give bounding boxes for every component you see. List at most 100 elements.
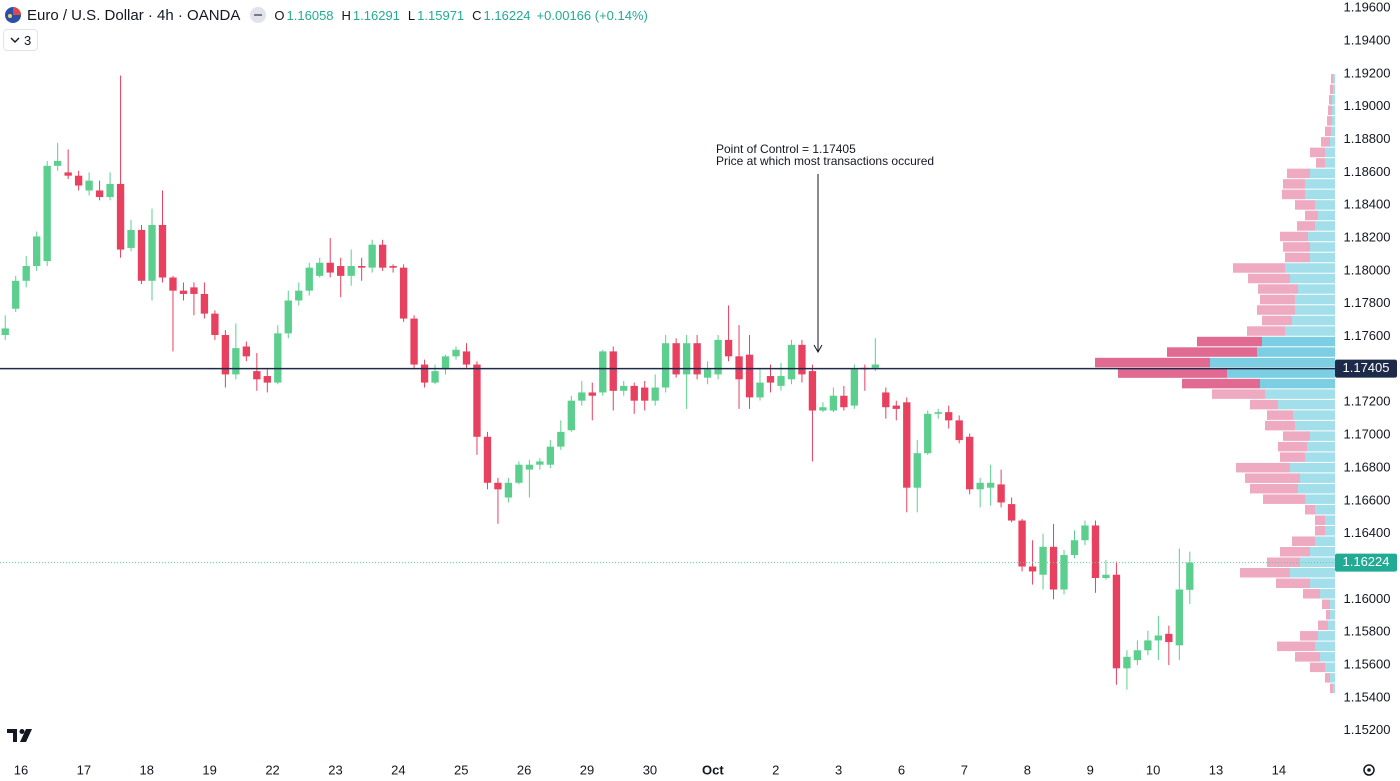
symbol-icon [5, 7, 21, 23]
candle-body [1060, 555, 1068, 590]
y-tick-label: 1.17600 [1344, 328, 1391, 343]
candle-body [1, 328, 9, 335]
y-tick-label: 1.15600 [1344, 656, 1391, 671]
profile-down-bar [1260, 294, 1295, 305]
y-tick-label: 1.18200 [1344, 230, 1391, 245]
profile-up-bar [1298, 483, 1335, 494]
candle-body [798, 344, 806, 375]
profile-down-bar [1325, 673, 1330, 683]
collapse-button[interactable] [250, 7, 267, 23]
candle-body [357, 266, 366, 268]
profile-down-bar [1305, 210, 1318, 221]
profile-up-bar [1318, 210, 1335, 221]
indicators-count: 3 [24, 32, 32, 48]
indicators-toggle[interactable]: 3 [3, 29, 39, 51]
profile-down-bar [1095, 357, 1210, 368]
candle-body [242, 346, 251, 357]
x-tick-label: 7 [961, 762, 968, 777]
current-price-box [1335, 553, 1397, 572]
candle-body [997, 484, 1005, 503]
candle-body [829, 395, 838, 411]
profile-down-bar [1321, 137, 1330, 147]
tv-logo-dot [19, 729, 25, 734]
profile-up-bar [1310, 252, 1335, 263]
y-tick-label: 1.15800 [1344, 624, 1391, 639]
y-tick-label: 1.17200 [1344, 394, 1391, 409]
candle-body [85, 180, 93, 191]
candle-body [33, 236, 41, 267]
profile-up-bar [1308, 231, 1335, 242]
profile-up-bar [1307, 441, 1335, 452]
profile-up-bar [1260, 378, 1335, 389]
profile-up-bar [1305, 452, 1335, 462]
candle-body [840, 395, 848, 408]
candle-body [819, 407, 827, 411]
profile-down-bar [1248, 273, 1290, 284]
profile-up-bar [1265, 389, 1335, 399]
candle-body [74, 175, 83, 186]
price-change: +0.00166 (+0.14%) [536, 7, 648, 23]
candle-body [620, 385, 628, 391]
candle-body [483, 436, 492, 483]
profile-up-bar [1320, 652, 1335, 662]
candle-body [158, 224, 167, 278]
profile-down-bar [1315, 525, 1325, 536]
profile-down-bar [1297, 221, 1315, 231]
profile-up-bar [1325, 525, 1335, 536]
settings-icon-core [1367, 768, 1371, 772]
candle-body [850, 369, 859, 406]
candle-body [871, 364, 879, 368]
profile-down-bar [1316, 158, 1325, 168]
candle-body [609, 351, 617, 391]
candle-body [274, 333, 282, 383]
candle-body [787, 344, 796, 380]
ohlc-label: C [472, 7, 482, 23]
profile-up-bar [1210, 357, 1335, 368]
candle-body [53, 160, 62, 166]
candle-body [12, 280, 20, 309]
symbol-title: Euro / U.S. Dollar · 4h · OANDA [27, 6, 241, 24]
profile-down-bar [1285, 252, 1310, 263]
profile-down-bar [1327, 116, 1332, 126]
candle-body [735, 356, 743, 380]
x-tick-label: 30 [643, 762, 657, 777]
profile-down-bar [1265, 420, 1295, 431]
profile-up-bar [1315, 641, 1335, 652]
candle-body [588, 392, 596, 396]
profile-down-bar [1328, 105, 1332, 116]
candle-body [399, 267, 408, 319]
candle-body [452, 349, 460, 357]
candle-body [43, 165, 51, 262]
candle-body [882, 392, 890, 408]
profile-up-bar [1330, 137, 1335, 147]
candle-body [766, 376, 775, 383]
candle-body [1154, 635, 1163, 641]
candle-body [1028, 566, 1037, 572]
candle-body [1165, 633, 1173, 643]
profile-up-bar [1318, 631, 1335, 641]
profile-up-bar [1315, 504, 1335, 515]
profile-down-bar [1330, 683, 1333, 694]
profile-up-bar [1305, 179, 1335, 189]
x-tick-label: 10 [1146, 762, 1160, 777]
profile-down-bar [1267, 557, 1300, 568]
y-tick-label: 1.19400 [1344, 32, 1391, 47]
profile-up-bar [1333, 74, 1335, 84]
candle-body [1175, 589, 1183, 646]
profile-down-bar [1315, 515, 1325, 525]
profile-up-bar [1310, 578, 1335, 589]
profile-up-bar [1227, 368, 1335, 378]
profile-up-bar [1290, 462, 1335, 473]
y-tick-label: 1.18600 [1344, 164, 1391, 179]
profile-down-bar [1282, 189, 1305, 200]
ohlc-value: 1.16058 [286, 7, 334, 23]
candle-body [672, 343, 680, 375]
profile-down-bar [1212, 389, 1265, 399]
profile-up-bar [1332, 95, 1335, 105]
profile-up-bar [1310, 242, 1335, 252]
candle-body [1186, 562, 1194, 590]
candle-body [95, 190, 104, 198]
candle-body [473, 364, 481, 437]
